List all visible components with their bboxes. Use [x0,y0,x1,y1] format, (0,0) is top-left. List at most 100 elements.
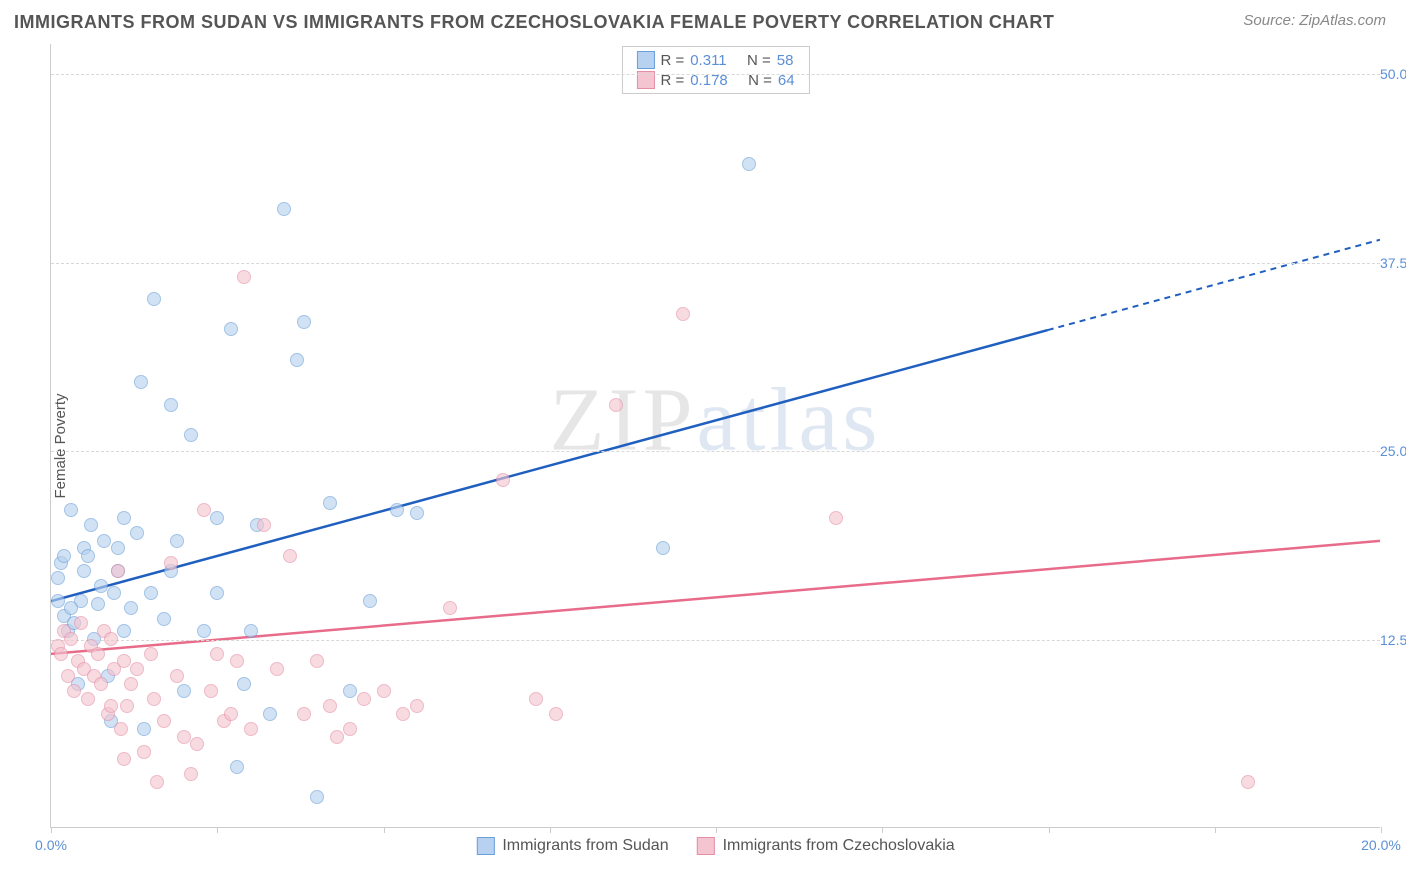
data-point-czech [54,647,68,661]
data-point-sudan [290,353,304,367]
data-point-sudan [310,790,324,804]
swatch-sudan [476,837,494,855]
chart-title: IMMIGRANTS FROM SUDAN VS IMMIGRANTS FROM… [14,12,1054,33]
data-point-sudan [297,315,311,329]
data-point-czech [124,677,138,691]
source-prefix: Source: [1243,12,1299,29]
data-point-sudan [117,511,131,525]
legend-item-sudan: Immigrants from Sudan [476,837,668,855]
watermark-zip: ZIP [550,370,697,469]
data-point-czech [117,654,131,668]
data-point-czech [829,511,843,525]
data-point-czech [496,473,510,487]
data-point-sudan [91,597,105,611]
data-point-czech [150,775,164,789]
n-label: N = [747,52,771,69]
gridline [51,74,1380,75]
data-point-sudan [244,624,258,638]
data-point-sudan [107,586,121,600]
n-value-sudan: 58 [777,52,794,69]
legend-label-czech: Immigrants from Czechoslovakia [723,837,955,855]
data-point-sudan [97,534,111,548]
data-point-sudan [742,157,756,171]
y-tick-label: 12.5% [1380,632,1406,648]
data-point-czech [257,518,271,532]
data-point-sudan [224,322,238,336]
swatch-czech [697,837,715,855]
data-point-czech [114,722,128,736]
source-attribution: Source: ZipAtlas.com [1243,12,1386,29]
data-point-sudan [177,684,191,698]
data-point-czech [330,730,344,744]
x-tick [384,827,385,833]
data-point-sudan [230,760,244,774]
data-point-czech [1241,775,1255,789]
data-point-czech [244,722,258,736]
data-point-sudan [210,511,224,525]
data-point-czech [111,564,125,578]
data-point-sudan [51,594,65,608]
data-point-sudan [277,202,291,216]
data-point-czech [283,549,297,563]
x-tick [716,827,717,833]
data-point-czech [676,307,690,321]
data-point-czech [396,707,410,721]
y-tick-label: 50.0% [1380,66,1406,82]
data-point-czech [443,601,457,615]
data-point-czech [237,270,251,284]
legend-row-czech: R = 0.178 N = 64 [636,70,794,90]
data-point-sudan [94,579,108,593]
legend-label-sudan: Immigrants from Sudan [502,837,668,855]
data-point-czech [91,647,105,661]
data-point-sudan [197,624,211,638]
x-tick [217,827,218,833]
x-tick [1215,827,1216,833]
data-point-sudan [237,677,251,691]
data-point-czech [177,730,191,744]
data-point-czech [310,654,324,668]
data-point-sudan [390,503,404,517]
watermark: ZIPatlas [550,368,882,471]
data-point-czech [224,707,238,721]
data-point-czech [323,699,337,713]
data-point-czech [164,556,178,570]
data-point-czech [117,752,131,766]
data-point-czech [230,654,244,668]
trendline-extrapolated-sudan [1048,240,1380,330]
data-point-czech [147,692,161,706]
data-point-czech [377,684,391,698]
data-point-sudan [656,541,670,555]
r-label: R = [660,52,684,69]
data-point-sudan [137,722,151,736]
data-point-sudan [111,541,125,555]
x-tick [1381,827,1382,833]
swatch-sudan [636,51,654,69]
x-tick-label: 0.0% [35,837,67,853]
data-point-czech [64,632,78,646]
correlation-legend: R = 0.311 N = 58 R = 0.178 N = 64 [621,46,809,94]
x-tick [51,827,52,833]
x-tick [1049,827,1050,833]
data-point-czech [297,707,311,721]
data-point-sudan [263,707,277,721]
data-point-czech [190,737,204,751]
data-point-czech [549,707,563,721]
data-point-czech [529,692,543,706]
trendline-sudan [51,330,1048,601]
data-point-czech [357,692,371,706]
data-point-sudan [84,518,98,532]
data-point-sudan [210,586,224,600]
data-point-czech [270,662,284,676]
data-point-czech [137,745,151,759]
data-point-czech [120,699,134,713]
source-name: ZipAtlas.com [1299,12,1386,29]
data-point-czech [204,684,218,698]
data-point-sudan [117,624,131,638]
data-point-sudan [144,586,158,600]
data-point-sudan [410,506,424,520]
data-point-sudan [157,612,171,626]
y-tick-label: 25.0% [1380,443,1406,459]
data-point-sudan [77,564,91,578]
x-tick-label: 20.0% [1361,837,1401,853]
x-tick [550,827,551,833]
